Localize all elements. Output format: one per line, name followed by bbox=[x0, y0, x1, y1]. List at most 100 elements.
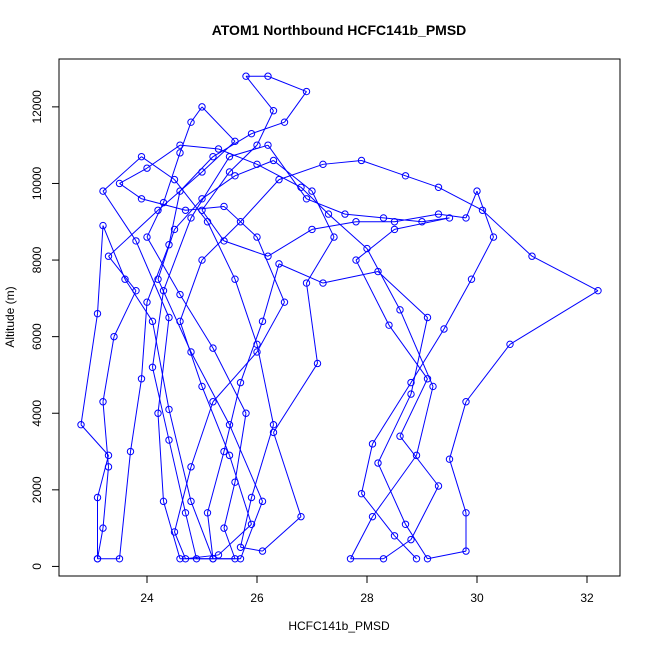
series-segment bbox=[97, 455, 109, 498]
data-point bbox=[236, 218, 245, 226]
series-segment bbox=[179, 144, 219, 150]
series-segment bbox=[157, 278, 192, 353]
data-point bbox=[258, 497, 267, 506]
data-point bbox=[357, 489, 366, 498]
data-point bbox=[319, 279, 327, 287]
data-point bbox=[225, 168, 234, 176]
data-point bbox=[253, 141, 261, 149]
series-segment bbox=[405, 175, 439, 188]
data-point bbox=[390, 532, 399, 540]
series-segment bbox=[234, 413, 247, 483]
series-segment bbox=[102, 466, 109, 529]
series-segment bbox=[322, 271, 379, 284]
series-segment bbox=[361, 160, 406, 177]
series-segment bbox=[146, 244, 170, 303]
series-segment bbox=[174, 198, 203, 230]
data-point bbox=[99, 398, 107, 406]
data-point bbox=[412, 555, 421, 563]
data-point bbox=[253, 340, 261, 349]
series-segment bbox=[438, 186, 483, 211]
series-segment bbox=[179, 294, 214, 349]
series-segment bbox=[394, 535, 417, 560]
series-segment bbox=[179, 259, 203, 322]
data-point bbox=[165, 313, 173, 322]
data-point bbox=[253, 160, 261, 169]
data-point bbox=[445, 214, 454, 222]
series-segment bbox=[306, 282, 318, 364]
data-point bbox=[280, 298, 289, 306]
data-point bbox=[220, 447, 228, 456]
data-point bbox=[236, 378, 245, 387]
data-point bbox=[176, 187, 184, 195]
data-point bbox=[220, 202, 228, 211]
series-segment bbox=[152, 290, 164, 368]
data-point bbox=[330, 233, 338, 241]
series-segment bbox=[476, 190, 494, 238]
data-point bbox=[93, 493, 102, 502]
series-segment bbox=[471, 236, 494, 280]
series-segment bbox=[311, 190, 335, 238]
data-point bbox=[203, 509, 212, 517]
series-group bbox=[77, 72, 602, 563]
data-point bbox=[242, 409, 250, 417]
series-segment bbox=[278, 263, 324, 284]
series-segment bbox=[174, 179, 208, 223]
series-segment bbox=[152, 367, 170, 441]
series-segment bbox=[251, 424, 274, 498]
series-segment bbox=[179, 321, 203, 387]
data-point bbox=[225, 451, 234, 460]
data-point bbox=[528, 252, 536, 260]
series-segment bbox=[130, 378, 142, 452]
data-point bbox=[352, 218, 360, 226]
data-point bbox=[258, 317, 267, 326]
series-segment bbox=[135, 240, 170, 318]
data-point bbox=[363, 244, 371, 253]
series-segment bbox=[306, 198, 346, 215]
series-segment bbox=[267, 228, 313, 257]
data-point bbox=[489, 233, 498, 241]
data-point bbox=[396, 306, 404, 314]
data-point bbox=[198, 256, 206, 264]
x-tick-label: 24 bbox=[140, 591, 154, 605]
data-point bbox=[137, 195, 146, 203]
series-segment bbox=[410, 317, 428, 395]
series-segment bbox=[201, 171, 230, 211]
series-segment bbox=[218, 148, 258, 165]
data-point bbox=[308, 187, 316, 195]
data-point bbox=[407, 378, 415, 387]
data-point bbox=[187, 118, 195, 126]
series-segment bbox=[190, 401, 214, 468]
data-point bbox=[440, 325, 448, 333]
data-point bbox=[231, 478, 239, 486]
data-point bbox=[352, 256, 360, 264]
data-point bbox=[434, 183, 443, 191]
series-segment bbox=[256, 236, 285, 303]
data-point bbox=[187, 463, 195, 471]
data-point bbox=[220, 237, 228, 245]
series-segment bbox=[256, 344, 274, 425]
data-point bbox=[231, 275, 239, 283]
data-point bbox=[209, 398, 217, 406]
series-segment bbox=[355, 229, 395, 261]
series-segment bbox=[146, 236, 181, 295]
y-tick-label: 12000 bbox=[30, 90, 44, 124]
data-point bbox=[187, 348, 195, 356]
data-point bbox=[154, 206, 162, 214]
data-point bbox=[159, 198, 168, 207]
series-segment bbox=[410, 328, 445, 383]
series-segment bbox=[223, 527, 236, 559]
data-point bbox=[198, 382, 206, 391]
series-segment bbox=[273, 432, 302, 517]
data-point bbox=[269, 421, 278, 429]
series-segment bbox=[405, 524, 428, 560]
series-segment bbox=[394, 213, 439, 223]
series-segment bbox=[207, 451, 225, 513]
data-point bbox=[445, 455, 454, 463]
series-segment bbox=[427, 550, 467, 560]
data-point bbox=[308, 225, 316, 234]
data-point bbox=[462, 398, 470, 406]
series-segment bbox=[113, 290, 137, 337]
series-segment bbox=[366, 248, 401, 311]
series-segment bbox=[97, 528, 104, 559]
